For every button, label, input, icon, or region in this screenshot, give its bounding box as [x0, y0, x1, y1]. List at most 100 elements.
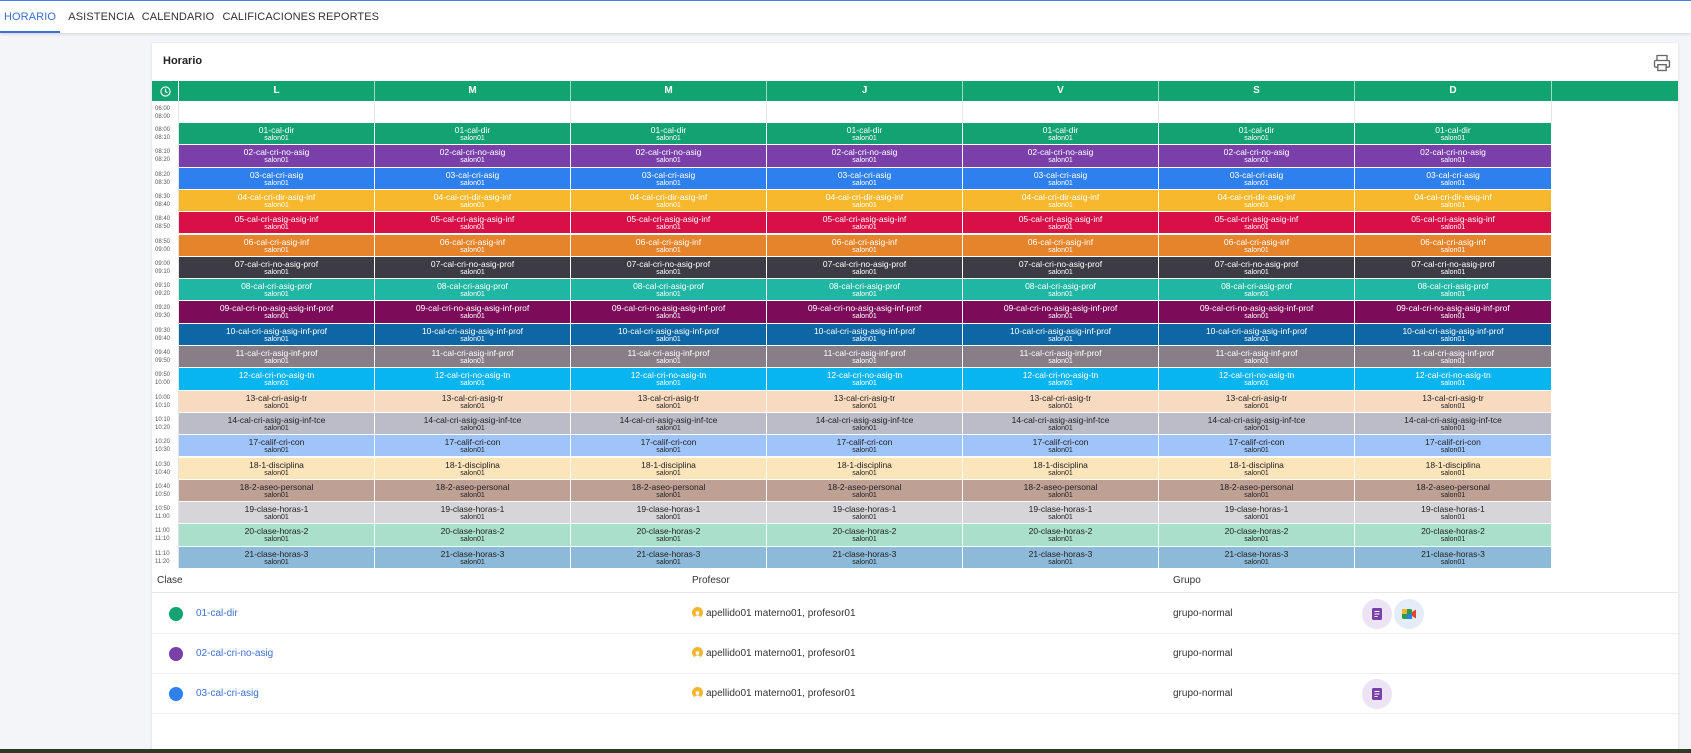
schedule-cell-empty[interactable] — [375, 101, 571, 124]
class-block[interactable]: 08-cal-cri-asig-prof salon01 — [963, 279, 1159, 301]
class-block[interactable]: 17-calif-cri-con salon01 — [375, 435, 571, 457]
class-block[interactable]: 12-cal-cri-no-asig-tn salon01 — [1355, 368, 1552, 390]
class-block[interactable]: 13-cal-cri-asig-tr salon01 — [963, 390, 1159, 412]
class-block[interactable]: 05-cal-cri-asig-asig-inf salon01 — [1159, 212, 1355, 234]
class-block[interactable]: 08-cal-cri-asig-prof salon01 — [571, 279, 767, 301]
class-block[interactable]: 18-2-aseo-personal salon01 — [375, 479, 571, 502]
class-block[interactable]: 19-clase-horas-1 salon01 — [963, 502, 1159, 524]
class-block[interactable]: 21-clase-horas-3 salon01 — [963, 546, 1159, 568]
class-block[interactable]: 10-cal-cri-asig-asig-inf-prof salon01 — [375, 323, 571, 345]
class-block[interactable]: 14-cal-cri-asig-asig-inf-tce salon01 — [767, 412, 963, 435]
class-block[interactable]: 08-cal-cri-asig-prof salon01 — [1355, 279, 1552, 301]
class-block[interactable]: 02-cal-cri-no-asig salon01 — [963, 145, 1159, 167]
class-block[interactable]: 20-clase-horas-2 salon01 — [179, 524, 375, 546]
class-block[interactable]: 02-cal-cri-no-asig salon01 — [1355, 145, 1552, 167]
class-block[interactable]: 08-cal-cri-asig-prof salon01 — [375, 279, 571, 301]
class-block[interactable]: 21-clase-horas-3 salon01 — [1159, 546, 1355, 568]
class-block[interactable]: 18-1-disciplina salon01 — [1159, 457, 1355, 479]
class-block[interactable]: 11-cal-cri-asig-inf-prof salon01 — [963, 346, 1159, 368]
class-block[interactable]: 17-calif-cri-con salon01 — [767, 435, 963, 457]
class-block[interactable]: 05-cal-cri-asig-asig-inf salon01 — [571, 212, 767, 234]
class-block[interactable]: 10-cal-cri-asig-asig-inf-prof salon01 — [1159, 323, 1355, 345]
class-block[interactable]: 10-cal-cri-asig-asig-inf-prof salon01 — [767, 323, 963, 345]
class-block[interactable]: 10-cal-cri-asig-asig-inf-prof salon01 — [1355, 323, 1552, 345]
class-block[interactable]: 19-clase-horas-1 salon01 — [1355, 502, 1552, 524]
class-block[interactable]: 05-cal-cri-asig-asig-inf salon01 — [767, 212, 963, 234]
class-block[interactable]: 18-2-aseo-personal salon01 — [179, 479, 375, 502]
class-block[interactable]: 04-cal-cri-dir-asig-inf salon01 — [375, 189, 571, 212]
class-block[interactable]: 02-cal-cri-no-asig salon01 — [375, 145, 571, 167]
class-block[interactable]: 18-2-aseo-personal salon01 — [1355, 479, 1552, 502]
class-block[interactable]: 10-cal-cri-asig-asig-inf-prof salon01 — [571, 323, 767, 345]
class-block[interactable]: 08-cal-cri-asig-prof salon01 — [767, 279, 963, 301]
class-block[interactable]: 09-cal-cri-no-asig-asig-inf-prof salon01 — [767, 301, 963, 323]
class-link[interactable]: 03-cal-cri-asig — [196, 688, 259, 699]
class-block[interactable]: 10-cal-cri-asig-asig-inf-prof salon01 — [963, 323, 1159, 345]
class-block[interactable]: 21-clase-horas-3 salon01 — [375, 546, 571, 568]
class-block[interactable]: 03-cal-cri-asig salon01 — [1355, 167, 1552, 189]
class-block[interactable]: 19-clase-horas-1 salon01 — [571, 502, 767, 524]
class-block[interactable]: 05-cal-cri-asig-asig-inf salon01 — [375, 212, 571, 234]
class-block[interactable]: 20-clase-horas-2 salon01 — [571, 524, 767, 546]
class-block[interactable]: 11-cal-cri-asig-inf-prof salon01 — [179, 346, 375, 368]
class-link[interactable]: 01-cal-dir — [196, 608, 238, 619]
class-block[interactable]: 09-cal-cri-no-asig-asig-inf-prof salon01 — [375, 301, 571, 323]
class-block[interactable]: 20-clase-horas-2 salon01 — [767, 524, 963, 546]
class-block[interactable]: 11-cal-cri-asig-inf-prof salon01 — [571, 346, 767, 368]
class-block[interactable]: 13-cal-cri-asig-tr salon01 — [179, 390, 375, 412]
class-block[interactable]: 09-cal-cri-no-asig-asig-inf-prof salon01 — [179, 301, 375, 323]
class-block[interactable]: 18-1-disciplina salon01 — [571, 457, 767, 479]
class-block[interactable]: 13-cal-cri-asig-tr salon01 — [571, 390, 767, 412]
schedule-cell-empty[interactable] — [1355, 101, 1552, 124]
class-block[interactable]: 13-cal-cri-asig-tr salon01 — [375, 390, 571, 412]
schedule-cell-empty[interactable] — [571, 101, 767, 124]
class-block[interactable]: 03-cal-cri-asig salon01 — [767, 167, 963, 189]
tab-calendario[interactable]: CALENDARIO — [141, 11, 215, 23]
class-block[interactable]: 12-cal-cri-no-asig-tn salon01 — [1159, 368, 1355, 390]
class-block[interactable]: 11-cal-cri-asig-inf-prof salon01 — [375, 346, 571, 368]
class-block[interactable]: 12-cal-cri-no-asig-tn salon01 — [179, 368, 375, 390]
tab-calificaciones[interactable]: CALIFICACIONES — [222, 11, 316, 23]
tab-horario[interactable]: HORARIO — [0, 2, 60, 33]
class-block[interactable]: 04-cal-cri-dir-asig-inf salon01 — [963, 189, 1159, 212]
class-block[interactable]: 19-clase-horas-1 salon01 — [375, 502, 571, 524]
class-block[interactable]: 03-cal-cri-asig salon01 — [571, 167, 767, 189]
schedule-cell-empty[interactable] — [767, 101, 963, 124]
class-block[interactable]: 14-cal-cri-asig-asig-inf-tce salon01 — [375, 412, 571, 435]
class-block[interactable]: 03-cal-cri-asig salon01 — [963, 167, 1159, 189]
class-block[interactable]: 12-cal-cri-no-asig-tn salon01 — [963, 368, 1159, 390]
class-block[interactable]: 06-cal-cri-asig-inf salon01 — [1355, 234, 1552, 256]
class-block[interactable]: 02-cal-cri-no-asig salon01 — [571, 145, 767, 167]
class-block[interactable]: 14-cal-cri-asig-asig-inf-tce salon01 — [1355, 412, 1552, 435]
class-block[interactable]: 17-calif-cri-con salon01 — [1355, 435, 1552, 457]
meet-icon[interactable] — [1394, 599, 1424, 629]
class-block[interactable]: 18-2-aseo-personal salon01 — [767, 479, 963, 502]
class-block[interactable]: 21-clase-horas-3 salon01 — [179, 546, 375, 568]
class-block[interactable]: 20-clase-horas-2 salon01 — [963, 524, 1159, 546]
class-block[interactable]: 09-cal-cri-no-asig-asig-inf-prof salon01 — [571, 301, 767, 323]
class-block[interactable]: 18-1-disciplina salon01 — [375, 457, 571, 479]
class-block[interactable]: 07-cal-cri-no-asig-prof salon01 — [1355, 256, 1552, 279]
class-block[interactable]: 03-cal-cri-asig salon01 — [1159, 167, 1355, 189]
class-block[interactable]: 09-cal-cri-no-asig-asig-inf-prof salon01 — [1159, 301, 1355, 323]
class-block[interactable]: 06-cal-cri-asig-inf salon01 — [571, 234, 767, 256]
class-block[interactable]: 21-clase-horas-3 salon01 — [1355, 546, 1552, 568]
class-block[interactable]: 14-cal-cri-asig-asig-inf-tce salon01 — [1159, 412, 1355, 435]
class-block[interactable]: 17-calif-cri-con salon01 — [1159, 435, 1355, 457]
class-block[interactable]: 13-cal-cri-asig-tr salon01 — [1355, 390, 1552, 412]
class-block[interactable]: 03-cal-cri-asig salon01 — [179, 167, 375, 189]
class-block[interactable]: 01-cal-dir salon01 — [1159, 123, 1355, 145]
class-block[interactable]: 17-calif-cri-con salon01 — [963, 435, 1159, 457]
class-block[interactable]: 02-cal-cri-no-asig salon01 — [767, 145, 963, 167]
class-block[interactable]: 18-2-aseo-personal salon01 — [963, 479, 1159, 502]
class-block[interactable]: 13-cal-cri-asig-tr salon01 — [767, 390, 963, 412]
class-block[interactable]: 06-cal-cri-asig-inf salon01 — [1159, 234, 1355, 256]
class-block[interactable]: 18-1-disciplina salon01 — [963, 457, 1159, 479]
class-block[interactable]: 01-cal-dir salon01 — [1355, 123, 1552, 145]
tab-asistencia[interactable]: ASISTENCIA — [68, 11, 135, 23]
class-block[interactable]: 09-cal-cri-no-asig-asig-inf-prof salon01 — [963, 301, 1159, 323]
class-block[interactable]: 20-clase-horas-2 salon01 — [375, 524, 571, 546]
class-block[interactable]: 04-cal-cri-dir-asig-inf salon01 — [1355, 189, 1552, 212]
class-block[interactable]: 18-2-aseo-personal salon01 — [571, 479, 767, 502]
class-block[interactable]: 14-cal-cri-asig-asig-inf-tce salon01 — [179, 412, 375, 435]
